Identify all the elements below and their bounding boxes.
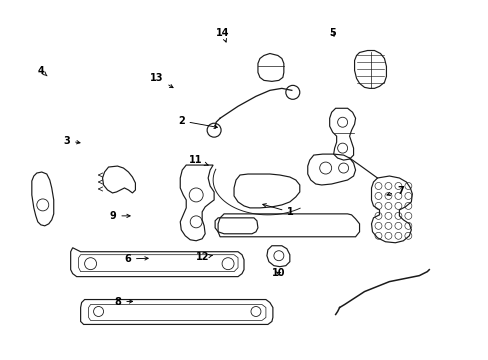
- Text: 4: 4: [38, 66, 47, 76]
- Text: 11: 11: [189, 155, 208, 165]
- Text: 5: 5: [328, 28, 335, 38]
- Text: 9: 9: [109, 211, 130, 221]
- Text: 8: 8: [114, 297, 132, 307]
- Text: 1: 1: [262, 204, 294, 217]
- Text: 12: 12: [196, 252, 212, 262]
- Text: 2: 2: [178, 116, 217, 129]
- Text: 14: 14: [215, 28, 229, 42]
- Text: 6: 6: [124, 254, 148, 264]
- Text: 13: 13: [150, 73, 173, 88]
- Text: 7: 7: [386, 186, 403, 196]
- Text: 10: 10: [271, 268, 285, 278]
- Text: 3: 3: [63, 136, 80, 145]
